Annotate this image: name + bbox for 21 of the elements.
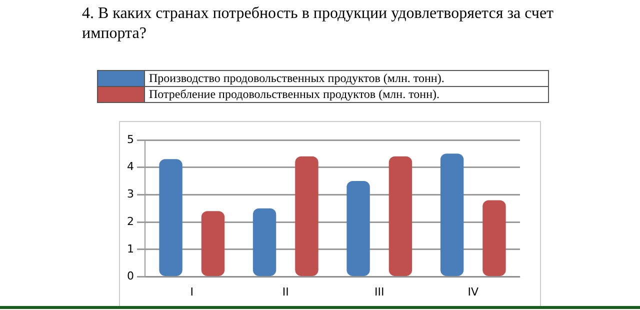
bar (440, 154, 464, 276)
y-tick-label: 2 (127, 214, 134, 228)
x-tick-label: III (374, 285, 384, 298)
bar (388, 156, 412, 276)
x-tick-label: II (282, 285, 289, 298)
y-tick-label: 4 (127, 160, 134, 174)
bar (201, 211, 225, 276)
legend-label: Потребление продовольственных продуктов (млн. тонн). (144, 86, 548, 102)
y-tick-label: 1 (127, 242, 134, 256)
y-tick-label: 5 (127, 132, 134, 146)
x-tick-label: I (190, 285, 194, 298)
bar (159, 159, 182, 276)
chart-title: 4. В каких странах потребность в продукции удовлетворяется за счет импорта? (82, 4, 555, 44)
bar (252, 208, 276, 276)
bar (295, 156, 318, 276)
y-tick-label: 3 (127, 188, 134, 201)
legend-label: Производство продовольственных продуктов (млн. тонн). (144, 70, 548, 86)
y-tick-label: 0 (127, 270, 134, 283)
bar (482, 200, 506, 276)
bar (346, 181, 370, 276)
x-tick-label: IV (468, 285, 479, 298)
